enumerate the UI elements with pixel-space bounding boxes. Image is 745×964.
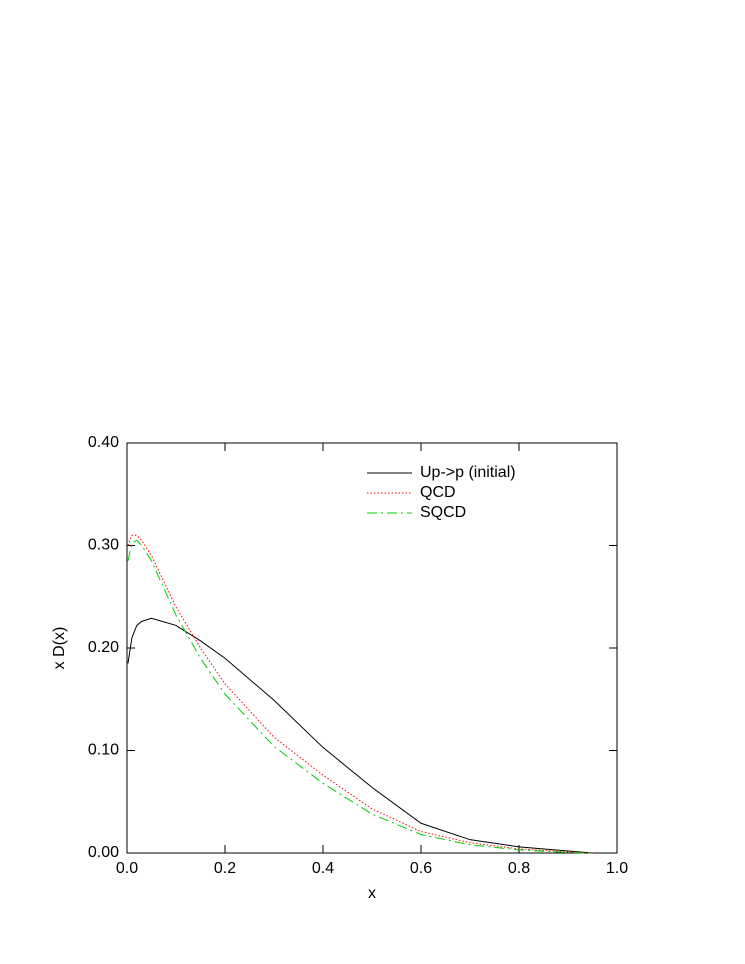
x-tick-label: 0.4: [312, 860, 334, 877]
y-tick-label: 0.00: [88, 844, 119, 861]
series-line: [127, 617, 593, 854]
x-tick-label: 0.8: [508, 860, 530, 877]
y-tick-label: 0.40: [88, 434, 119, 451]
x-tick-label: 0.2: [214, 860, 236, 877]
y-tick-label: 0.20: [88, 639, 119, 656]
plot-frame: [126, 442, 618, 854]
x-tick-label: 0.0: [116, 860, 138, 877]
series-line: [127, 534, 593, 854]
y-axis-label: x D(x): [51, 627, 68, 670]
legend-label: Up->p (initial): [420, 464, 516, 481]
x-tick-label: 1.0: [606, 860, 628, 877]
x-tick-label: 0.6: [410, 860, 432, 877]
series-line: [127, 539, 593, 854]
legend-label: SQCD: [420, 504, 466, 521]
legend-label: QCD: [420, 484, 456, 501]
x-axis-label: x: [368, 885, 376, 902]
y-tick-label: 0.10: [88, 742, 119, 759]
y-tick-label: 0.30: [88, 537, 119, 554]
